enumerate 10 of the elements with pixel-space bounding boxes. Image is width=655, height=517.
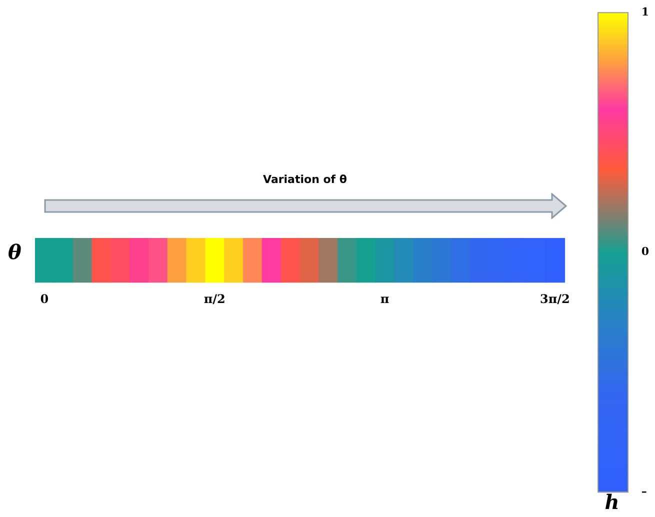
x-tick-label: π [380,292,390,306]
color-bar-title: h [604,490,620,514]
color-bar-label: – [641,484,647,498]
text: Variation of θ [262,173,348,186]
x-tick-label: 3π/2 [540,292,570,306]
color-bar-label: 0 [641,245,650,258]
x-tick-label: π/2 [204,292,226,306]
y-axis-title: θ [8,240,22,264]
color-bar-label: 1 [641,5,649,18]
x-tick-label: 0 [40,292,49,306]
